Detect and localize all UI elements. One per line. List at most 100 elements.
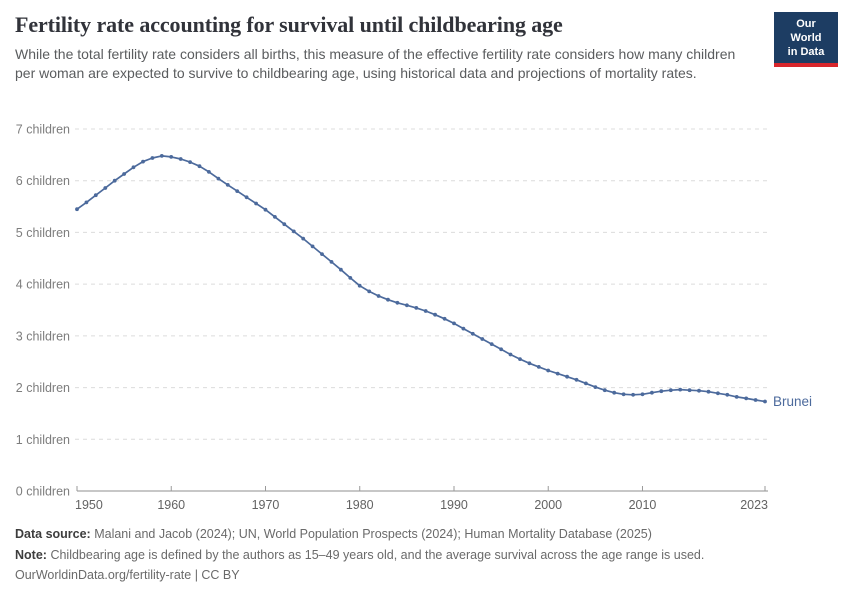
data-point — [612, 390, 617, 395]
data-point — [348, 276, 353, 280]
data-point — [442, 316, 447, 321]
data-point — [216, 176, 221, 181]
data-point — [716, 391, 720, 396]
chart-subtitle: While the total fertility rate considers… — [15, 46, 736, 82]
data-point — [536, 365, 541, 369]
data-point — [414, 306, 419, 310]
data-point — [706, 389, 711, 394]
y-tick-label: 0 children — [16, 485, 70, 499]
data-source-text: Malani and Jacob (2024); UN, World Popul… — [94, 527, 652, 541]
data-point — [621, 392, 626, 397]
data-point — [141, 159, 145, 164]
note-line: Note: Childbearing age is defined by the… — [15, 545, 835, 566]
y-tick-label: 2 children — [16, 381, 70, 395]
data-point — [480, 337, 485, 341]
data-point — [150, 156, 155, 160]
data-point — [207, 170, 211, 174]
data-point — [744, 396, 749, 401]
y-tick-label: 7 children — [16, 123, 70, 137]
owid-logo-line2: in Data — [787, 45, 825, 58]
data-point — [93, 193, 98, 198]
x-tick-label: 2000 — [534, 498, 562, 512]
data-point — [518, 357, 522, 361]
data-point — [273, 215, 277, 219]
data-point — [499, 347, 503, 352]
data-point — [489, 342, 494, 346]
data-point — [122, 172, 126, 176]
y-tick-label: 4 children — [16, 278, 70, 292]
data-point — [291, 229, 296, 234]
data-point — [546, 368, 551, 373]
chart-header: Fertility rate accounting for survival u… — [15, 12, 835, 84]
x-tick-label: 2023 — [740, 498, 768, 512]
data-point — [235, 189, 240, 193]
page-title: Fertility rate accounting for survival u… — [15, 12, 563, 37]
data-point — [197, 164, 202, 169]
data-point — [678, 387, 683, 392]
data-point — [527, 361, 532, 366]
data-point — [169, 155, 174, 159]
y-tick-label: 5 children — [16, 226, 70, 240]
data-point — [725, 392, 730, 397]
data-point — [452, 321, 456, 326]
series-end-label: Brunei — [773, 394, 812, 409]
data-point — [602, 388, 607, 393]
x-tick-label: 1970 — [252, 498, 280, 512]
data-point — [395, 300, 400, 305]
data-point — [75, 207, 79, 212]
data-point — [320, 252, 324, 256]
data-point — [367, 289, 372, 294]
data-point — [565, 374, 569, 379]
note-label: Note: — [15, 547, 47, 562]
data-point — [687, 388, 692, 393]
data-point — [631, 392, 635, 397]
x-tick-label: 1990 — [440, 498, 468, 512]
data-point — [593, 385, 598, 389]
note-text: Childbearing age is defined by the autho… — [50, 547, 705, 562]
data-point — [650, 390, 654, 395]
data-point — [310, 244, 315, 249]
data-point — [282, 222, 287, 227]
data-point — [659, 389, 664, 394]
license-link[interactable]: OurWorldinData.org/fertility-rate | CC B… — [15, 568, 240, 582]
y-tick-label: 1 children — [16, 433, 70, 447]
data-point — [376, 294, 381, 298]
y-tick-label: 6 children — [16, 174, 70, 188]
data-point — [461, 326, 466, 331]
data-point — [329, 260, 334, 264]
data-point — [244, 195, 249, 200]
data-point — [188, 160, 193, 164]
data-point — [103, 186, 108, 190]
data-point — [734, 395, 739, 399]
data-point — [470, 331, 475, 336]
data-source-label: Data source: — [15, 527, 91, 541]
data-point — [763, 399, 767, 404]
data-point — [386, 297, 390, 302]
data-point — [574, 377, 579, 382]
data-point — [339, 267, 343, 272]
data-point — [423, 309, 428, 313]
data-point — [225, 183, 230, 187]
data-point — [697, 388, 701, 393]
fertility-line-chart: 0 children 1 children 2 children 3 children… — [16, 123, 812, 513]
data-point — [112, 178, 117, 183]
owid-logo[interactable]: Our World in Data — [774, 12, 838, 68]
data-point — [357, 283, 362, 288]
data-source-line: Data source: Malani and Jacob (2024); UN… — [15, 524, 835, 545]
data-point — [753, 398, 758, 402]
data-point — [178, 157, 183, 161]
data-point — [405, 303, 409, 308]
y-tick-label: 3 children — [16, 329, 70, 343]
data-point — [640, 392, 645, 397]
chart-footer: Data source: Malani and Jacob (2024); UN… — [15, 524, 835, 586]
data-point — [584, 381, 588, 386]
owid-logo-line1: Our World — [790, 18, 822, 44]
data-point — [508, 352, 513, 357]
data-point — [84, 200, 89, 205]
x-tick-label: 1980 — [346, 498, 374, 512]
fertility-line — [76, 155, 766, 403]
data-point — [254, 201, 258, 206]
data-point — [301, 236, 306, 241]
x-tick-label: 2010 — [629, 498, 657, 512]
